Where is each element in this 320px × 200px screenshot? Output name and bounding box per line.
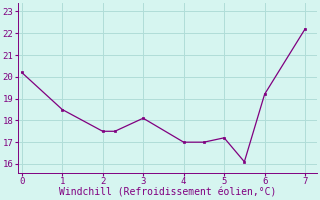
X-axis label: Windchill (Refroidissement éolien,°C): Windchill (Refroidissement éolien,°C) [59, 187, 276, 197]
